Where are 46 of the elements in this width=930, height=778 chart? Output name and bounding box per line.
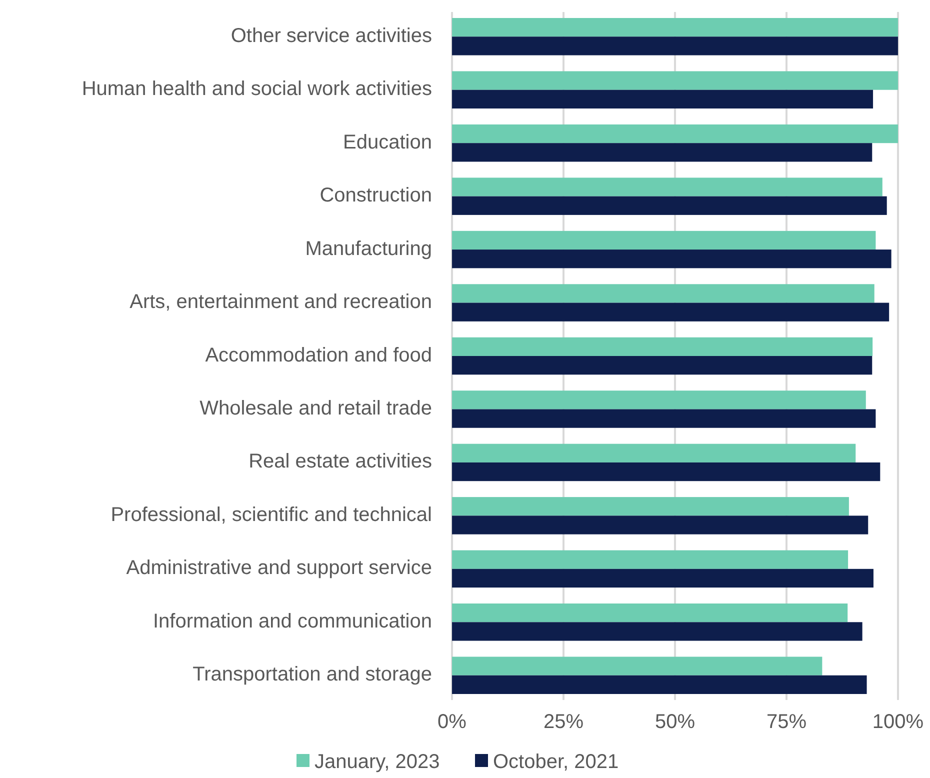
y-tick-label: Professional, scientific and technical [110,504,432,526]
bar [452,656,822,676]
y-tick-label: Accommodation and food [205,344,432,366]
y-tick-label: Information and communication [152,610,432,632]
bar [452,444,856,462]
bar [452,196,887,215]
x-tick-label: 50% [654,711,696,733]
bar [452,302,890,322]
bar [452,143,872,162]
bar [452,409,876,428]
bar [452,71,898,90]
bar [452,390,866,410]
y-tick-label: Education [343,131,432,154]
x-tick-label: 75% [766,711,807,733]
bar [452,497,849,516]
y-tick-label: Human health and social work activities [82,78,432,100]
bar [452,124,898,144]
bar [452,675,867,694]
bar [452,284,874,303]
y-tick-label: Construction [320,184,432,207]
bar [452,604,848,622]
x-tick-label: 25% [543,711,584,733]
y-tick-label: Manufacturing [305,238,432,260]
legend-label: October, 2021 [493,751,619,773]
bar [452,178,882,196]
y-tick-label: Wholesale and retail trade [200,398,432,420]
y-tick-label: Real estate activities [248,450,432,473]
legend-label: January, 2023 [314,751,440,773]
y-tick-label: Other service activities [230,24,432,47]
bar [452,36,898,56]
bar [452,230,876,250]
bar [452,516,868,534]
y-tick-label: Arts, entertainment and recreation [130,291,432,314]
bar [452,18,898,37]
x-tick-label: 0% [438,711,467,733]
bar [452,337,873,356]
y-tick-label: Transportation and storage [192,664,432,686]
bar [452,622,862,641]
bar [452,90,874,108]
bar [452,550,848,569]
bar [452,568,874,588]
bar [452,250,892,268]
y-tick-label: Administrative and support service [126,557,432,580]
x-tick-label: 100% [872,711,924,733]
bar [452,356,872,375]
bar [452,462,880,482]
